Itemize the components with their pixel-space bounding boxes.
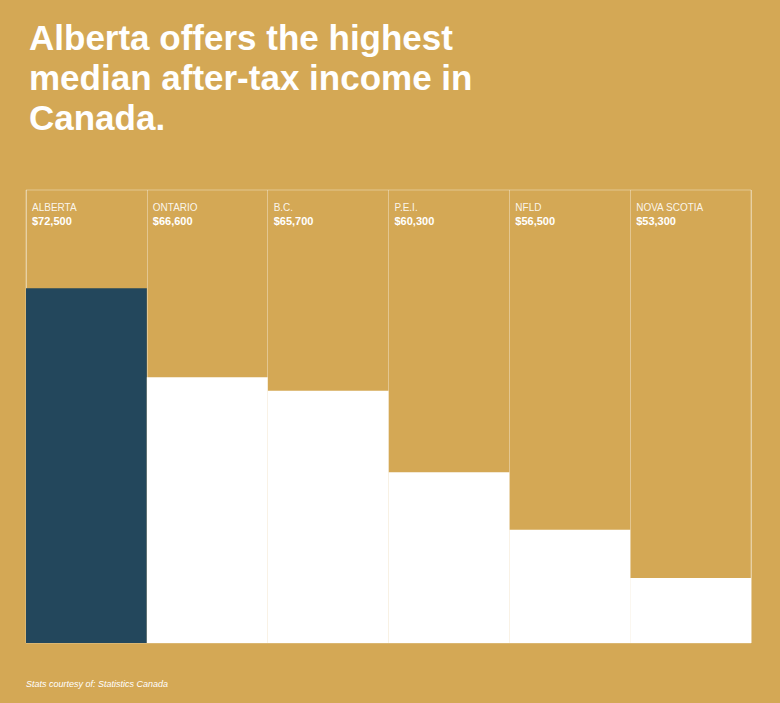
- svg-text:$53,300: $53,300: [636, 215, 676, 227]
- svg-text:NOVA SCOTIA: NOVA SCOTIA: [636, 202, 703, 213]
- svg-text:$56,500: $56,500: [515, 215, 555, 227]
- svg-text:$72,500: $72,500: [32, 215, 72, 227]
- svg-text:ONTARIO: ONTARIO: [153, 202, 198, 213]
- svg-text:ALBERTA: ALBERTA: [32, 202, 77, 213]
- svg-text:NFLD: NFLD: [515, 202, 541, 213]
- svg-text:Alberta offers the highest: Alberta offers the highest: [29, 18, 463, 57]
- svg-text:$60,300: $60,300: [395, 215, 435, 227]
- svg-text:Stats courtesy of: Statistics: Stats courtesy of: Statistics Canada: [26, 679, 168, 689]
- svg-text:B.C.: B.C.: [274, 202, 293, 213]
- svg-text:$66,600: $66,600: [153, 215, 193, 227]
- svg-text:median after-tax income in: median after-tax income in: [29, 58, 482, 97]
- svg-text:Canada.: Canada.: [29, 98, 165, 137]
- svg-text:$65,700: $65,700: [274, 215, 314, 227]
- svg-text:P.E.I.: P.E.I.: [395, 202, 418, 213]
